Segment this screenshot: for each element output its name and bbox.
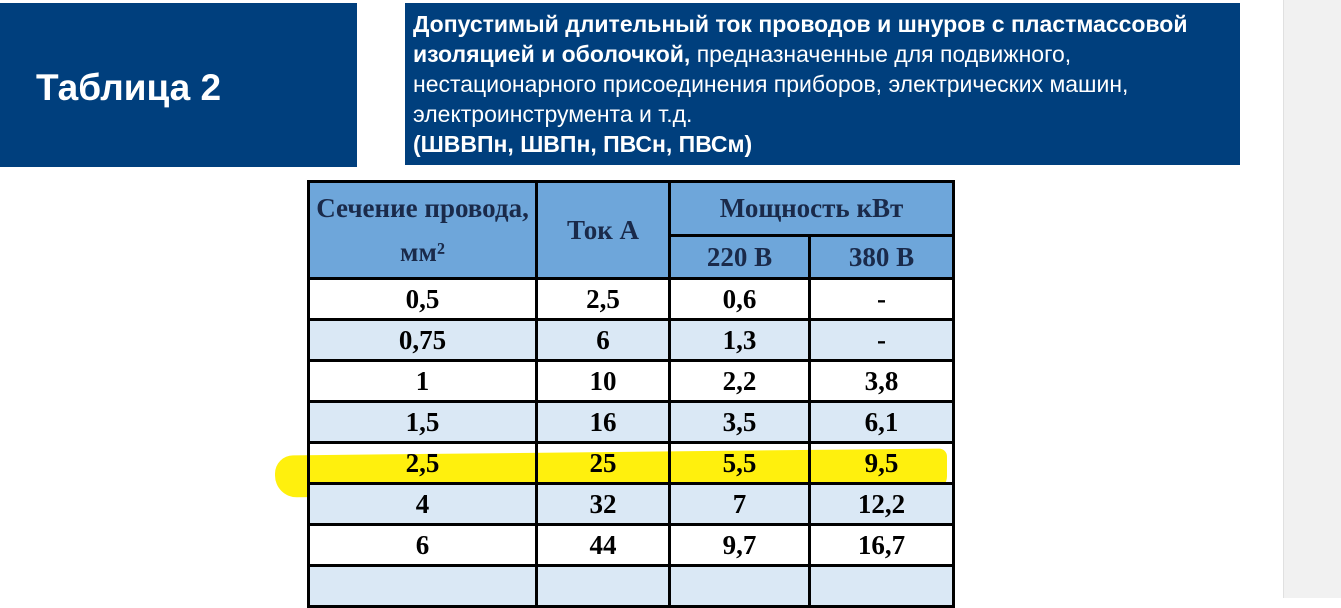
table-cell: 7 [668, 482, 811, 526]
table-cell: 5,5 [668, 441, 811, 485]
table-row: 6 44 9,7 16,7 [307, 523, 955, 567]
table-cell: 44 [535, 523, 671, 567]
table-cell: 0,6 [668, 277, 811, 321]
table-cell [307, 564, 538, 608]
table-row: 2,5 25 5,5 9,5 [307, 441, 955, 485]
table-row: 1,5 16 3,5 6,1 [307, 400, 955, 444]
table-row: 0,75 6 1,3- [307, 318, 955, 362]
table-cell: 1,5 [307, 400, 538, 444]
table-cell: 32 [535, 482, 671, 526]
table-cell: 1,3 [668, 318, 811, 362]
table-cell: 25 [535, 441, 671, 485]
table-cell: 1 [307, 359, 538, 403]
table-cell: 4 [307, 482, 538, 526]
table-cell: 0,75 [307, 318, 538, 362]
table-cell: 9,5 [808, 441, 955, 485]
table-cell: 16 [535, 400, 671, 444]
table-cell: 2,2 [668, 359, 811, 403]
column-header: Сечение провода, мм² [307, 180, 538, 280]
column-header: Мощность кВт [668, 180, 955, 237]
description-normal: предназначенные для подвижного, нестацио… [413, 41, 1129, 127]
description: Допустимый длительный ток проводов и шну… [405, 3, 1240, 165]
description-bold: Допустимый длительный ток проводов и шну… [413, 11, 1188, 67]
current-table: Сечение провода, мм² Ток А Мощность кВт 22… [307, 180, 955, 608]
table-row: 0,5 2,5 0,6- [307, 277, 955, 321]
table-cell: - [808, 318, 955, 362]
table-cell: - [808, 277, 955, 321]
table-body: 0,5 2,5 0,6-0,75 6 1,3-1 10 2,2 3,8 1,5 16 3,5 6,1 2… [307, 277, 955, 608]
table-cell: 3,8 [808, 359, 955, 403]
table-cell [668, 564, 811, 608]
table-row: 4 32 7 12,2 [307, 482, 955, 526]
column-header: Ток А [535, 180, 671, 280]
table-label: Таблица 2 [0, 3, 357, 167]
table-cell: 12,2 [808, 482, 955, 526]
table-cell [808, 564, 955, 608]
table-cell: 10 [535, 359, 671, 403]
column-header: 380 В [808, 234, 955, 280]
table-cell: 2,5 [307, 441, 538, 485]
table-cell: 6 [535, 318, 671, 362]
table-cell [535, 564, 671, 608]
table-cell: 3,5 [668, 400, 811, 444]
table-cell: 6,1 [808, 400, 955, 444]
description-models: (ШВВПн, ШВПн, ПВСн, ПВСм) [413, 131, 753, 157]
side-panel [1283, 0, 1341, 598]
table-cell: 0,5 [307, 277, 538, 321]
table-cell: 6 [307, 523, 538, 567]
table-cell: 2,5 [535, 277, 671, 321]
table-row [307, 564, 955, 608]
table-cell: 16,7 [808, 523, 955, 567]
table-cell: 9,7 [668, 523, 811, 567]
column-header: 220 В [668, 234, 811, 280]
table-row: 1 10 2,2 3,8 [307, 359, 955, 403]
